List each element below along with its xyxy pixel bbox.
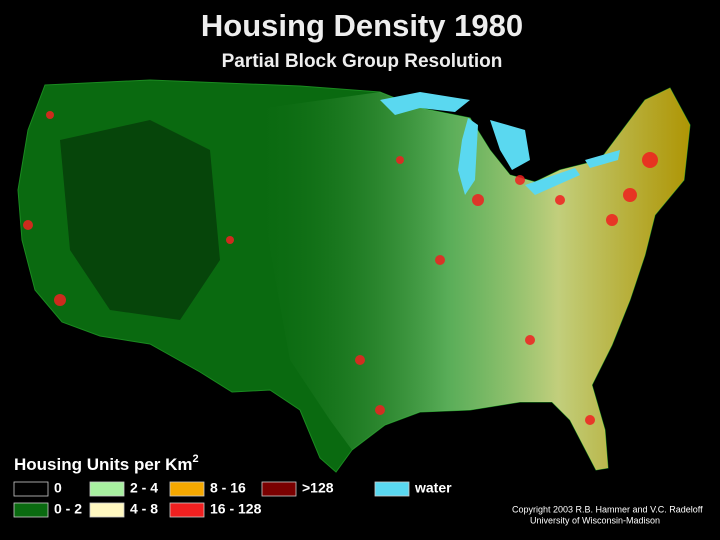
legend-swatch [169,502,205,518]
legend-label: 8 - 16 [210,480,246,496]
subtitle: Partial Block Group Resolution [222,51,503,72]
lake-michigan [458,118,478,195]
legend-swatch [169,481,205,497]
legend-label: 4 - 8 [130,501,158,517]
city [623,188,637,202]
legend-swatch [13,502,49,518]
lakes [380,92,620,195]
city [555,195,565,205]
city [46,111,54,119]
city [375,405,385,415]
legend-swatch [89,481,125,497]
legend-label: 0 - 2 [54,501,82,517]
lake-superior [380,92,470,115]
city [54,294,66,306]
legend-label: 16 - 128 [210,501,262,517]
west-sparse [60,120,220,320]
legend-swatch [374,481,410,497]
title: Housing Density 1980 [201,8,523,43]
legend-title-superscript: 2 [193,453,199,465]
lake-huron [490,120,530,170]
legend-label: >128 [302,480,334,496]
credit-line: Copyright 2003 R.B. Hammer and V.C. Rade… [512,504,703,514]
legend-label: 0 [54,480,62,496]
city [606,214,618,226]
legend-swatch [89,502,125,518]
urban-areas [23,111,658,425]
city [396,156,404,164]
legend-swatch [261,481,297,497]
east-density [250,88,690,470]
city [585,415,595,425]
legend: Housing Units per Km2 0 2 - 4 8 - 16 >128 wa… [13,453,452,518]
city [525,335,535,345]
city [642,152,658,168]
lake-ontario [585,150,620,168]
legend-label: 2 - 4 [130,480,158,496]
city [23,220,33,230]
legend-title-text: Housing Units per Km [14,455,193,474]
city [435,255,445,265]
credit-line: University of Wisconsin-Madison [530,515,660,525]
legend-swatch [13,481,49,497]
city [355,355,365,365]
city [472,194,484,206]
us-map [17,79,691,473]
city [226,236,234,244]
city [515,175,525,185]
legend-title: Housing Units per Km2 [14,453,199,475]
legend-label: water [414,480,452,496]
lake-erie [525,168,580,195]
